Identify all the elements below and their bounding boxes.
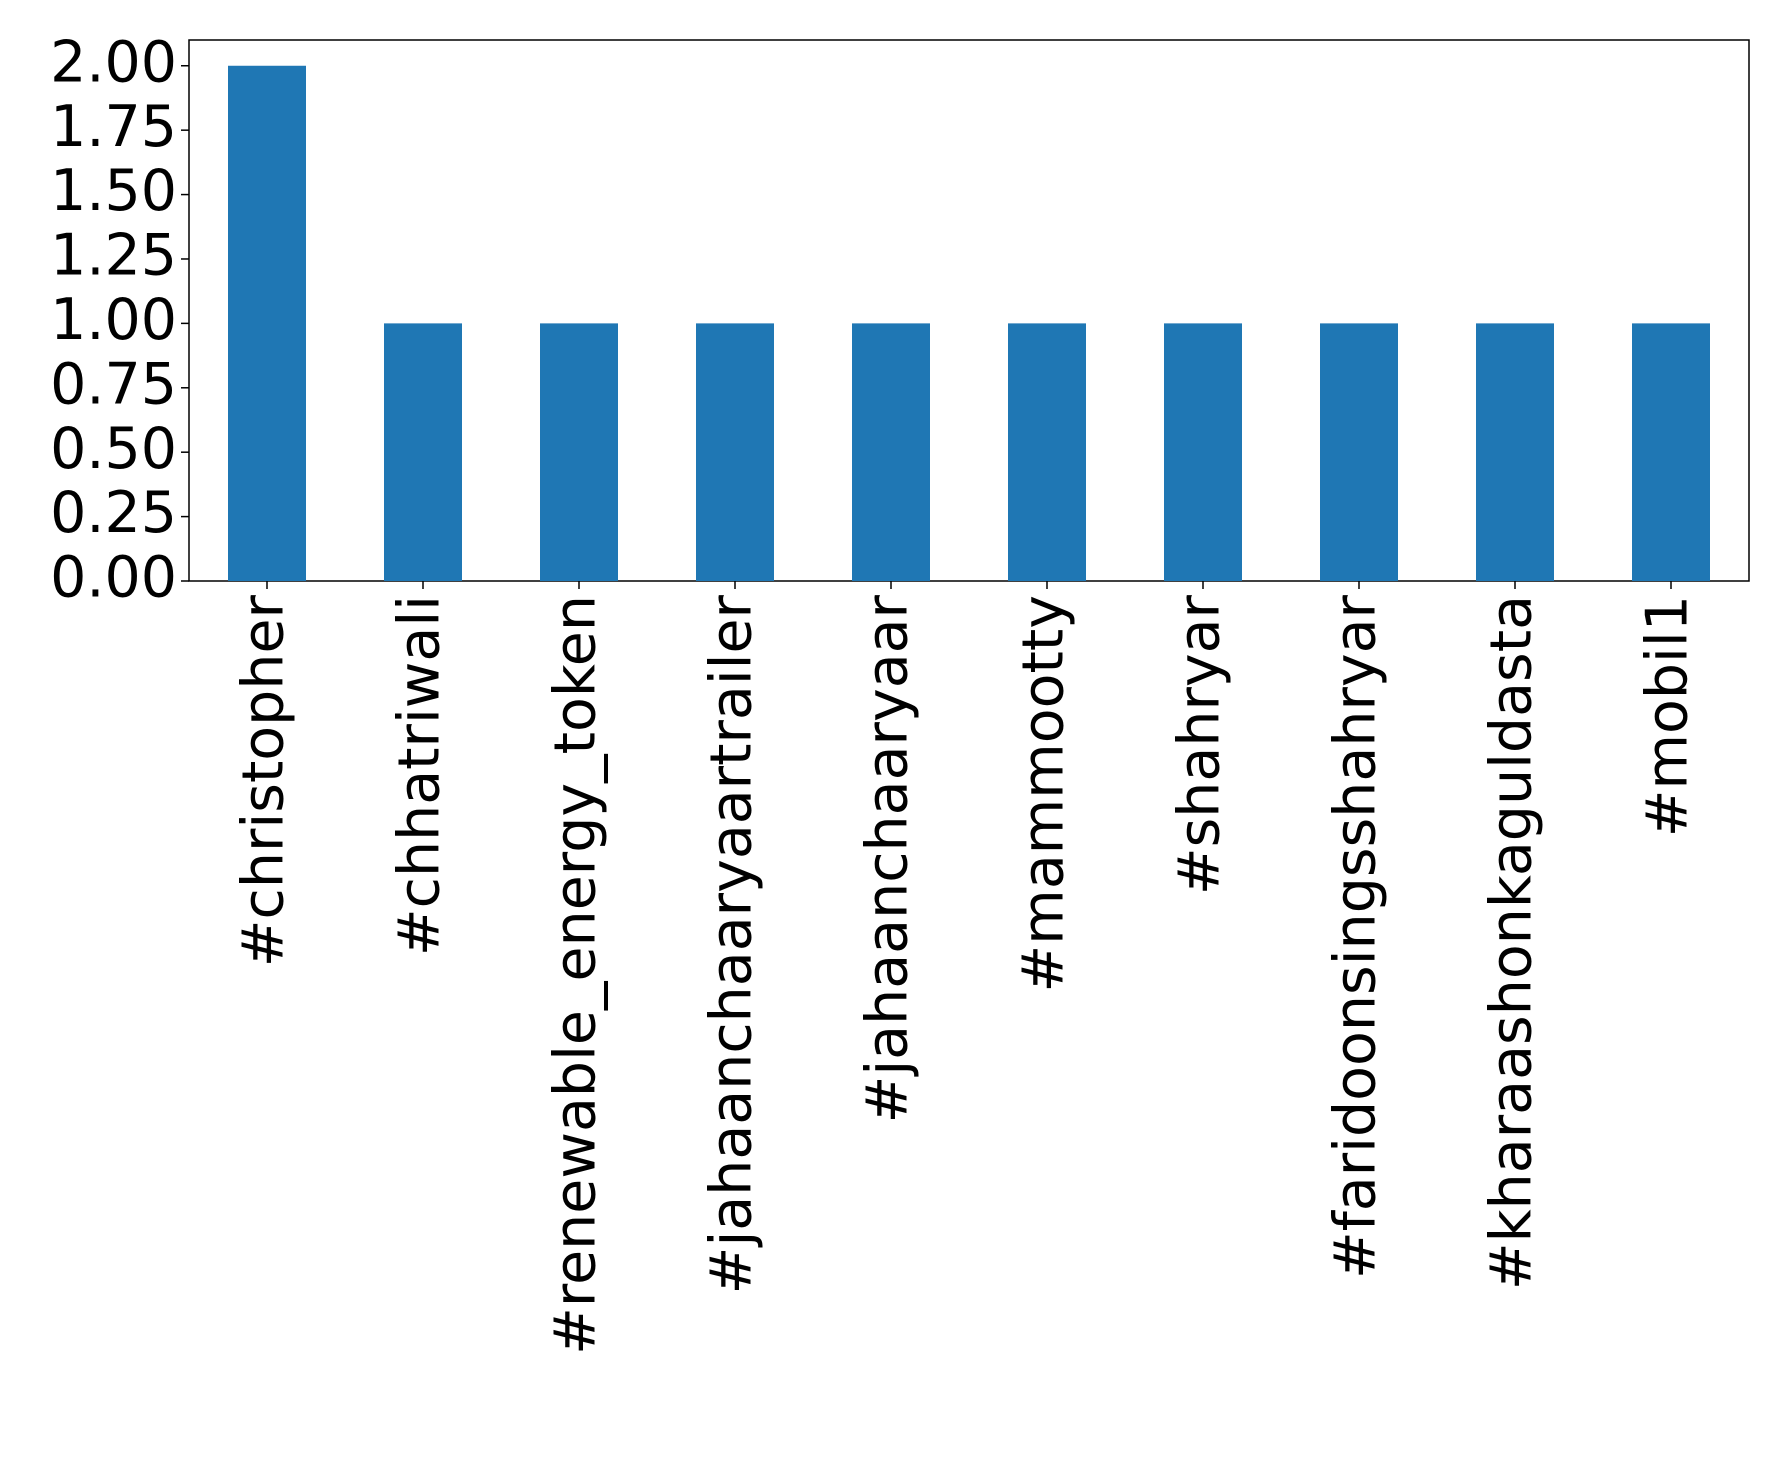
- x-tick-label: #faridoonsingsshahryar: [1323, 594, 1389, 1279]
- y-tick-label: 0.75: [50, 351, 177, 417]
- y-tick-label: 1.50: [50, 158, 177, 224]
- bar: [540, 323, 618, 581]
- y-tick-label: 1.75: [50, 94, 177, 160]
- bar: [1164, 323, 1242, 581]
- bar: [228, 65, 306, 581]
- x-tick-label: #shahryar: [1167, 594, 1233, 895]
- x-tick-label: #kharaashonkaguldasta: [1479, 595, 1545, 1290]
- x-tick-label: #jahaanchaaryaartrailer: [699, 594, 765, 1294]
- x-tick-label: #renewable_energy_token: [543, 595, 609, 1355]
- bar: [384, 323, 462, 581]
- y-tick-label: 1.25: [50, 223, 177, 289]
- bar: [1320, 323, 1398, 581]
- plot-frame: [188, 39, 1750, 582]
- y-tick-label: 0.00: [50, 545, 177, 611]
- bar: [1008, 323, 1086, 581]
- bar: [1632, 323, 1710, 581]
- bar: [696, 323, 774, 581]
- bar: [1476, 323, 1554, 581]
- y-tick-label: 1.00: [50, 287, 177, 353]
- x-tick-label: #chhatriwali: [387, 595, 453, 956]
- x-tick-label: #jahaanchaaryaar: [855, 594, 921, 1123]
- x-tick-label: #mobil1: [1635, 595, 1701, 837]
- bar: [852, 323, 930, 581]
- y-tick-label: 0.25: [50, 480, 177, 546]
- x-tick-label: #mammootty: [1011, 595, 1077, 992]
- x-tick-label: #christopher: [231, 594, 297, 967]
- y-tick-label: 2.00: [50, 29, 177, 95]
- y-tick-label: 0.50: [50, 416, 177, 482]
